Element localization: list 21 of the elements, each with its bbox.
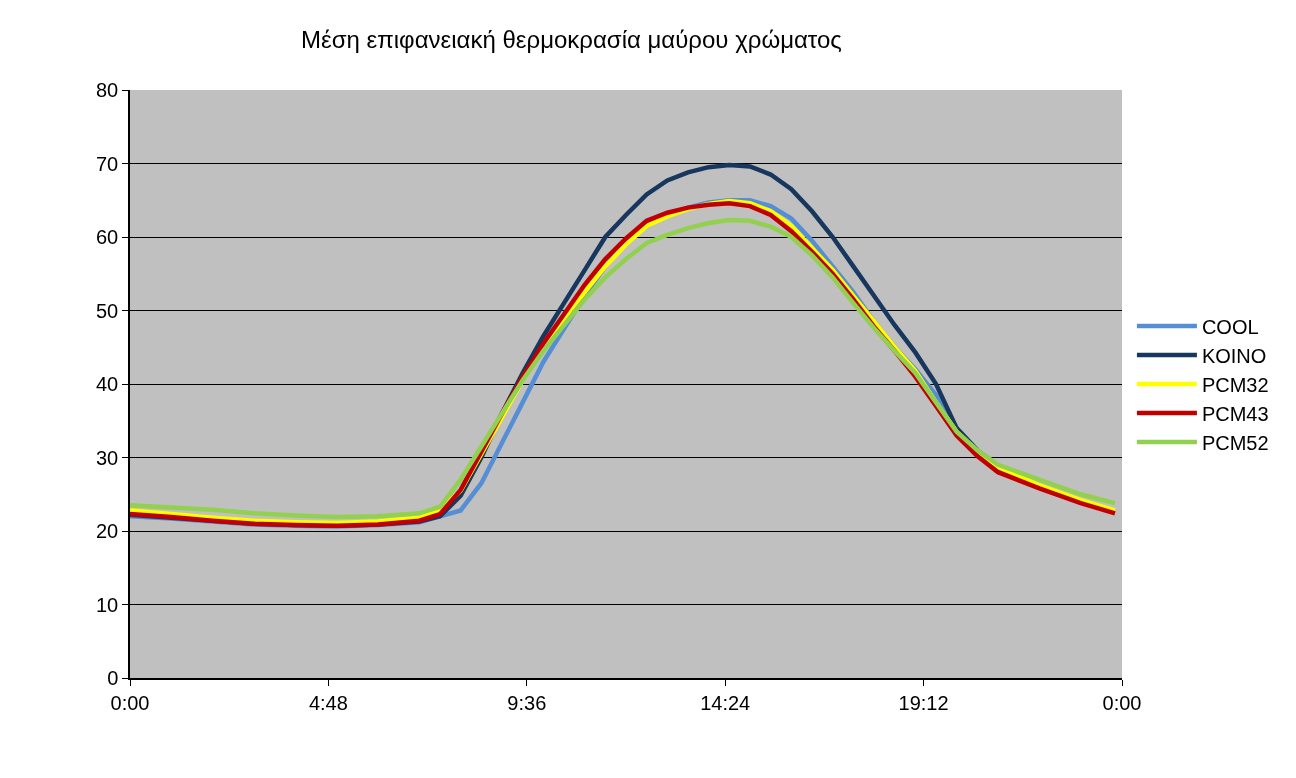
x-tick-label: 9:36 [507,691,547,714]
y-tick-label: 10 [96,593,119,616]
y-tick-label: 40 [96,373,119,395]
x-tick-label: 0:00 [1102,691,1142,714]
legend-label: PCM32 [1201,373,1269,396]
legend-label: PCM52 [1201,431,1269,454]
legend-label: PCM43 [1201,402,1269,425]
y-tick-label: 30 [96,446,119,469]
y-tick-label: 60 [96,226,119,248]
x-tick-label: 0:00 [110,691,150,714]
chart-title: Μέση επιφανειακή θερμοκρασία μαύρου χρώματος [300,25,842,53]
legend-label: KOINO [1201,344,1267,367]
x-tick-label: 19:12 [898,691,949,714]
legend-label: COOL [1201,315,1259,338]
y-tick-label: 50 [96,299,119,322]
y-tick-label: 80 [96,79,119,101]
x-tick-label: 14:24 [700,691,751,714]
y-tick-label: 70 [96,152,119,175]
x-tick-label: 4:48 [308,691,348,714]
y-tick-label: 0 [107,667,119,689]
y-tick-label: 20 [96,520,119,542]
